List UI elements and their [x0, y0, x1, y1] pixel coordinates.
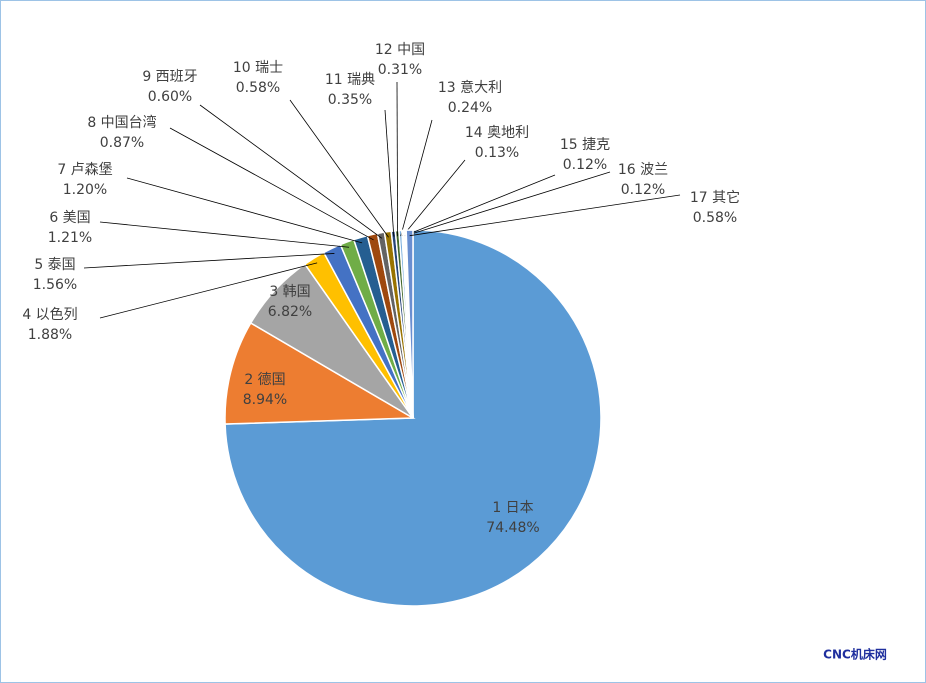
slice-value-label: 0.60%: [148, 89, 192, 105]
slice-label: 13 意大利: [438, 79, 502, 96]
slice-label: 1 日本: [492, 500, 533, 516]
slice-label: 12 中国: [375, 42, 425, 58]
leader-line: [400, 119, 433, 237]
leader-line: [99, 221, 350, 248]
slice-value-label: 0.87%: [100, 135, 144, 151]
slice-value-label: 0.24%: [448, 100, 492, 116]
slice-label: 4 以色列: [22, 306, 77, 323]
slice-label: 2 德国: [244, 372, 285, 388]
leader-line: [126, 177, 363, 244]
watermark: CNC机床网: [823, 647, 887, 662]
slice-label: 9 西班牙: [142, 69, 197, 85]
slice-value-label: 0.58%: [236, 80, 280, 96]
leader-line: [83, 253, 335, 269]
slice-value-label: 0.35%: [328, 92, 372, 108]
slice-label: 5 泰国: [34, 257, 75, 273]
leader-line: [99, 262, 318, 319]
pie-slice: [224, 322, 416, 425]
leader-line: [405, 171, 611, 237]
slice-label: 11 瑞典: [325, 72, 375, 88]
slice-label: 6 美国: [49, 210, 90, 226]
slice-label: 17 其它: [690, 189, 740, 206]
slice-label: 14 奥地利: [465, 124, 529, 141]
slice-value-label: 0.12%: [621, 182, 665, 198]
slice-label: 3 韩国: [269, 284, 310, 300]
slice-label: 8 中国台湾: [87, 114, 156, 131]
slice-value-label: 0.13%: [475, 145, 519, 161]
leader-line: [409, 194, 681, 237]
slice-value-label: 1.21%: [48, 230, 92, 246]
leader-line: [404, 174, 556, 237]
slice-value-label: 1.56%: [33, 277, 77, 293]
slice-label: 7 卢森堡: [57, 162, 112, 178]
slice-value-label: 0.58%: [693, 210, 737, 226]
leader-line: [384, 109, 395, 237]
leader-line: [289, 99, 389, 238]
slice-value-label: 0.12%: [563, 157, 607, 173]
slice-label: 10 瑞士: [233, 60, 283, 76]
slice-value-label: 0.31%: [378, 62, 422, 78]
slice-value-label: 8.94%: [243, 392, 287, 408]
leader-line: [402, 159, 466, 237]
slice-label: 15 捷克: [560, 137, 610, 153]
slice-value-label: 74.48%: [486, 520, 539, 536]
slice-value-label: 1.20%: [63, 182, 107, 198]
leader-line: [169, 127, 374, 241]
leader-line: [199, 104, 383, 239]
slice-value-label: 6.82%: [268, 304, 312, 320]
leader-line: [396, 81, 399, 237]
pie-slice: [405, 229, 414, 419]
slice-value-label: 1.88%: [28, 327, 72, 343]
slice-label: 16 波兰: [618, 162, 668, 178]
